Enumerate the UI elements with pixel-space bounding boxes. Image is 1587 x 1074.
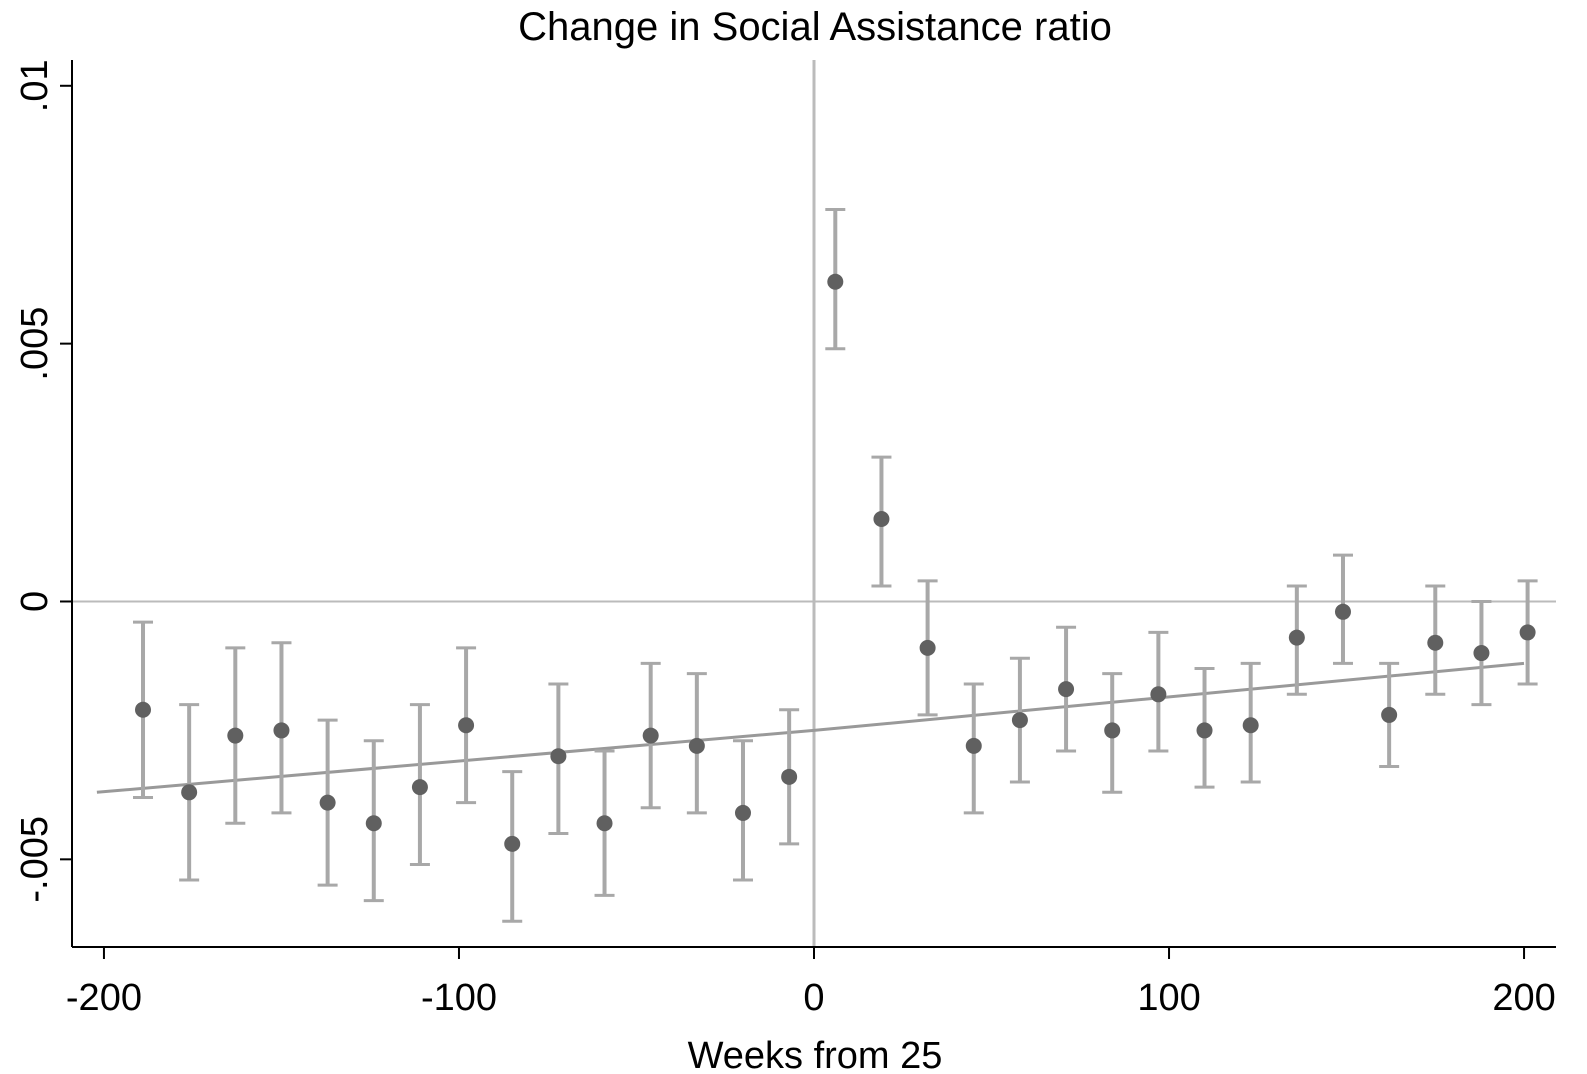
x-tick-label: -200 bbox=[66, 977, 142, 1019]
data-point bbox=[1381, 706, 1398, 723]
data-point bbox=[135, 701, 152, 718]
data-point bbox=[1011, 712, 1028, 729]
y-tick-label: -.005 bbox=[14, 816, 56, 903]
x-tick-label: 0 bbox=[803, 977, 824, 1019]
data-point bbox=[273, 722, 290, 739]
data-point bbox=[965, 737, 982, 754]
data-point bbox=[642, 727, 659, 744]
x-axis-label: Weeks from 25 bbox=[688, 1035, 943, 1074]
data-point bbox=[504, 835, 521, 852]
y-tick-label: .01 bbox=[14, 59, 56, 112]
data-point bbox=[1150, 686, 1167, 703]
chart-title: Change in Social Assistance ratio bbox=[518, 5, 1112, 49]
y-tick-label: .005 bbox=[14, 307, 56, 381]
data-point bbox=[1242, 717, 1259, 734]
plot-region bbox=[71, 60, 1556, 948]
data-point bbox=[227, 727, 244, 744]
data-point bbox=[1427, 634, 1444, 651]
data-point bbox=[550, 748, 567, 765]
data-point bbox=[458, 717, 475, 734]
x-tick-label: 200 bbox=[1492, 977, 1555, 1019]
data-point bbox=[1196, 722, 1213, 739]
data-point bbox=[734, 804, 751, 821]
data-point bbox=[1288, 629, 1305, 646]
x-tick-label: 100 bbox=[1137, 977, 1200, 1019]
y-axis-ticks: -.005 0 .005 .01 bbox=[14, 59, 72, 903]
data-point bbox=[181, 784, 198, 801]
y-tick-label: 0 bbox=[14, 591, 56, 612]
fitted-trend-line bbox=[96, 661, 1525, 794]
x-axis-ticks: -200 -100 0 100 200 bbox=[66, 947, 1556, 1019]
data-point bbox=[1519, 624, 1536, 641]
data-point bbox=[1058, 681, 1075, 698]
data-point bbox=[411, 779, 428, 796]
data-point bbox=[919, 639, 936, 656]
data-point bbox=[365, 815, 382, 832]
x-tick-label: -100 bbox=[421, 977, 497, 1019]
data-point bbox=[1104, 722, 1121, 739]
data-point bbox=[873, 510, 890, 527]
data-point bbox=[781, 768, 798, 785]
data-point bbox=[1473, 645, 1490, 662]
data-point bbox=[827, 273, 844, 290]
data-point bbox=[319, 794, 336, 811]
data-point bbox=[1334, 603, 1351, 620]
data-point bbox=[688, 737, 705, 754]
data-point bbox=[596, 815, 613, 832]
